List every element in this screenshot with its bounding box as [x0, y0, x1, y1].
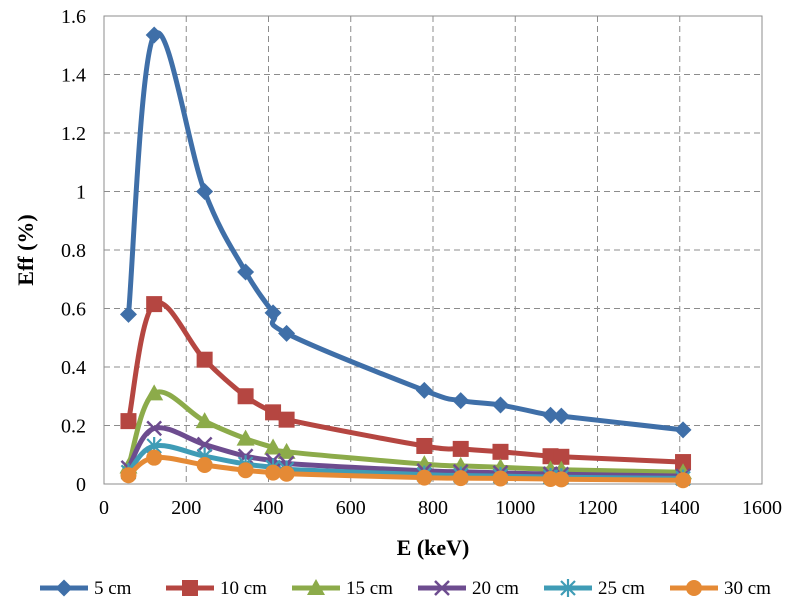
x-tick-label: 600 — [336, 497, 366, 519]
plot-area — [103, 15, 763, 485]
x-tick-label: 200 — [171, 497, 201, 519]
data-point — [237, 462, 254, 479]
data-point — [542, 406, 560, 424]
y-axis-ticks: 0 0.2 0.4 0.6 0.8 1 1.2 1.4 1.6 — [61, 6, 86, 496]
y-tick-label: 1.2 — [61, 123, 86, 145]
data-point — [416, 437, 433, 454]
data-point — [119, 305, 137, 323]
data-point — [146, 296, 163, 313]
data-point — [196, 436, 213, 453]
data-point — [553, 448, 570, 465]
legend-label: 10 cm — [220, 578, 267, 599]
data-point — [278, 465, 295, 482]
legend-label: 25 cm — [598, 578, 645, 599]
data-point — [491, 396, 509, 414]
x-tick-label: 1000 — [495, 497, 535, 519]
legend: 5 cm 10 cm 15 cm 20 cm 25 cm 30 cm — [40, 578, 771, 599]
legend-marker — [182, 580, 198, 596]
data-point — [278, 411, 295, 428]
data-point — [264, 304, 282, 322]
y-tick-label: 0.2 — [61, 416, 86, 438]
data-point — [237, 263, 255, 281]
y-tick-label: 1 — [76, 182, 86, 204]
series-5-cm — [119, 26, 692, 439]
legend-marker — [686, 580, 702, 596]
legend-marker — [55, 579, 73, 597]
y-tick-label: 0.8 — [61, 240, 86, 262]
series-group — [119, 26, 693, 489]
data-point — [120, 467, 137, 484]
data-point — [452, 470, 469, 487]
data-point — [675, 454, 692, 471]
legend-item: 25 cm — [544, 578, 645, 599]
data-point — [196, 183, 214, 200]
data-point — [452, 440, 469, 457]
data-point — [278, 324, 296, 342]
x-tick-label: 1200 — [578, 497, 618, 519]
x-tick-label: 400 — [254, 497, 284, 519]
data-point — [277, 442, 296, 459]
data-point — [196, 351, 213, 368]
data-point — [415, 381, 433, 399]
series-10-cm — [120, 296, 692, 471]
legend-item: 30 cm — [670, 578, 771, 599]
data-point — [145, 384, 164, 401]
data-point — [237, 388, 254, 405]
y-tick-label: 0.6 — [61, 299, 86, 321]
y-tick-label: 1.6 — [61, 6, 86, 28]
data-point — [452, 392, 470, 410]
data-point — [675, 472, 692, 489]
data-point — [146, 420, 163, 437]
legend-item: 10 cm — [166, 578, 267, 599]
x-tick-label: 0 — [99, 497, 109, 519]
data-point — [552, 407, 570, 425]
legend-item: 20 cm — [418, 578, 519, 599]
legend-label: 20 cm — [472, 578, 519, 599]
data-point — [265, 404, 282, 421]
x-tick-label: 1400 — [660, 497, 700, 519]
y-tick-label: 0 — [76, 474, 86, 496]
data-point — [120, 413, 137, 430]
legend-item: 5 cm — [40, 578, 132, 599]
data-point — [264, 438, 283, 455]
data-point — [195, 412, 214, 429]
x-tick-label: 800 — [418, 497, 448, 519]
legend-item: 15 cm — [292, 578, 393, 599]
y-tick-label: 0.4 — [61, 357, 86, 379]
data-point — [416, 469, 433, 486]
series-30-cm — [120, 449, 692, 489]
data-point — [492, 443, 509, 460]
x-tick-label: 1600 — [742, 497, 782, 519]
data-point — [145, 26, 163, 44]
data-point — [146, 449, 163, 466]
legend-marker — [307, 579, 325, 595]
legend-label: 5 cm — [94, 578, 132, 599]
data-point — [674, 421, 692, 439]
data-point — [492, 470, 509, 487]
y-tick-label: 1.4 — [61, 65, 86, 87]
x-axis-ticks: 0 200 400 600 800 1000 1200 1400 1600 — [99, 497, 782, 519]
legend-marker — [560, 579, 576, 597]
legend-marker — [434, 580, 450, 596]
x-axis-title: E (keV) — [397, 535, 470, 560]
legend-label: 30 cm — [724, 578, 771, 599]
data-point — [236, 429, 255, 446]
legend-label: 15 cm — [346, 578, 393, 599]
data-point — [553, 471, 570, 488]
data-point — [265, 464, 282, 481]
data-point — [196, 456, 213, 473]
y-axis-title: Eff (%) — [13, 214, 38, 285]
